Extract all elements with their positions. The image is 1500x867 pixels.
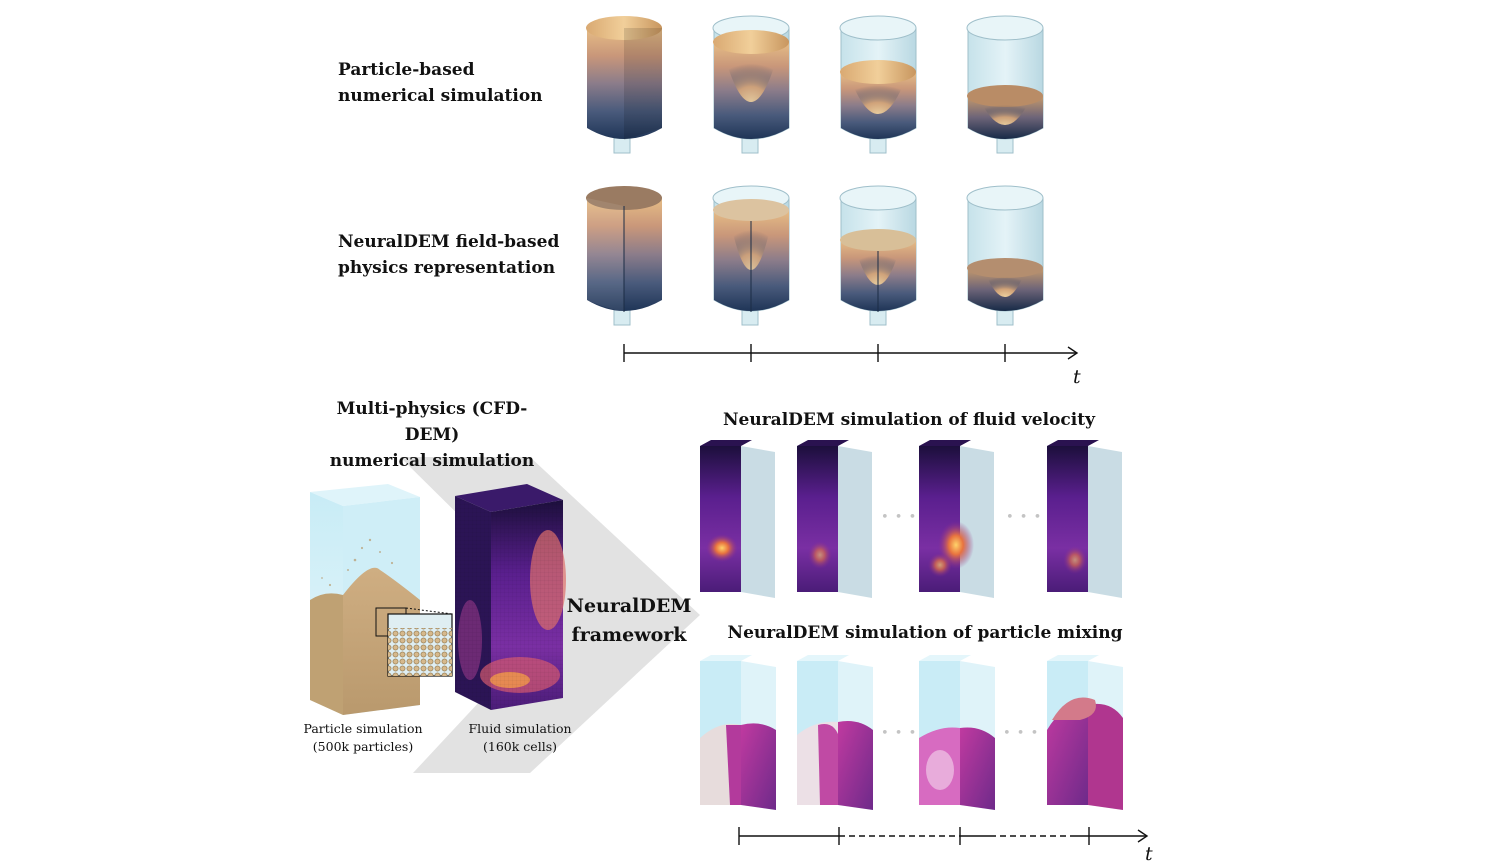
framework-label-line1: NeuralDEM (566, 595, 692, 617)
fluid-caption: Fluid simulation (160k cells) (462, 720, 578, 756)
particle-row (586, 15, 1044, 154)
velocity-ellipsis-1: • • • (881, 510, 918, 525)
particle-caption: Particle simulation (500k particles) (300, 720, 426, 756)
particle-row-label-line2: numerical simulation (338, 86, 543, 106)
particle-frame-4 (966, 15, 1044, 154)
fluid-caption-line1: Fluid simulation (468, 721, 572, 736)
field-frame-1 (586, 186, 662, 326)
framework-label-line2: framework (571, 624, 687, 646)
fluid-simulation-box (455, 484, 566, 710)
velocity-frame-3 (919, 440, 994, 598)
mixing-ellipsis-1: • • • (881, 726, 918, 741)
top-time-axis (623, 344, 1079, 362)
particle-frame-3 (839, 15, 917, 154)
particle-caption-line2: (500k particles) (312, 739, 414, 754)
velocity-frame-4 (1047, 440, 1122, 598)
bottom-time-axis (738, 827, 1149, 845)
field-frame-4 (966, 185, 1044, 326)
particle-row-label: Particle-based numerical simulation (338, 57, 543, 109)
field-frame-2 (712, 185, 790, 326)
fluid-caption-line2: (160k cells) (483, 739, 557, 754)
mixing-row (700, 655, 1123, 810)
multiphysics-title-line1: Multi-physics (CFD-DEM) (336, 399, 528, 445)
mixing-frame-2 (797, 655, 873, 810)
particle-simulation-box (310, 484, 453, 715)
bottom-time-label: t (1145, 843, 1153, 865)
mixing-frame-4 (1047, 655, 1123, 810)
mixing-ellipsis-2: • • • (1003, 726, 1040, 741)
field-row-label-line2: physics representation (338, 258, 556, 278)
multiphysics-title: Multi-physics (CFD-DEM) numerical simula… (312, 396, 552, 474)
velocity-row (700, 440, 1122, 598)
particle-row-label-line1: Particle-based (338, 60, 475, 80)
velocity-title: NeuralDEM simulation of fluid velocity (723, 410, 1095, 430)
field-row-label: NeuralDEM field-based physics representa… (338, 229, 559, 281)
multiphysics-title-line2: numerical simulation (329, 451, 535, 471)
field-frame-3 (839, 185, 917, 326)
velocity-frame-2 (797, 440, 872, 598)
mixing-frame-3 (919, 655, 995, 810)
mixing-frame-1 (700, 655, 776, 810)
framework-label: NeuralDEM framework (566, 592, 692, 650)
particle-frame-1 (586, 16, 662, 154)
particle-caption-line1: Particle simulation (303, 721, 423, 736)
mixing-title: NeuralDEM simulation of particle mixing (727, 623, 1123, 643)
velocity-frame-1 (700, 440, 775, 598)
field-row-label-line1: NeuralDEM field-based (338, 232, 560, 252)
particle-frame-2 (712, 15, 790, 154)
velocity-ellipsis-2: • • • (1006, 510, 1043, 525)
field-row (586, 185, 1044, 326)
top-time-label: t (1073, 366, 1081, 388)
